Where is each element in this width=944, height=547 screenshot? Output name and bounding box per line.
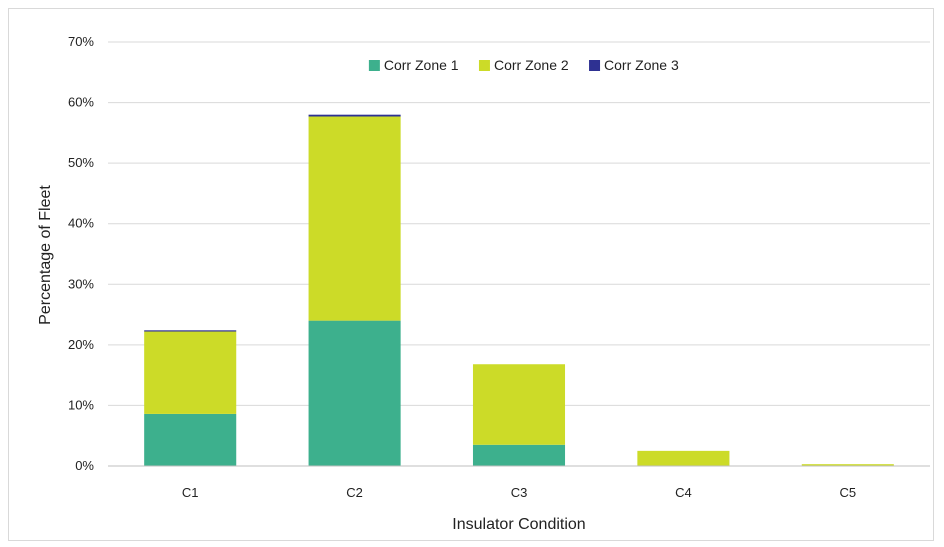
x-tick-label: C2	[346, 485, 363, 500]
legend-label: Corr Zone 2	[494, 57, 569, 73]
bar-c3-series-2	[472, 364, 566, 445]
y-tick-label: 20%	[68, 337, 94, 352]
x-tick-label: C3	[511, 485, 528, 500]
bar-c1-series-1	[144, 413, 237, 466]
bar-c4-series-2	[637, 450, 730, 466]
x-axis-title: Insulator Condition	[452, 516, 585, 533]
y-axis-title: Percentage of Fleet	[37, 185, 54, 325]
y-tick-label: 30%	[68, 276, 94, 291]
x-tick-labels: C1 C2 C3 C4 C5	[182, 485, 856, 500]
legend-label: Corr Zone 1	[384, 57, 459, 73]
bar-c1-series-3	[144, 330, 237, 332]
y-tick-label: 70%	[68, 34, 94, 49]
x-tick-label: C5	[839, 485, 856, 500]
bar-c2-series-2	[308, 116, 401, 321]
y-tick-label: 60%	[68, 95, 94, 110]
y-tick-labels: 0% 10% 20% 30% 40% 50% 60% 70%	[68, 34, 94, 473]
x-tick-label: C4	[675, 485, 692, 500]
bar-c3-series-1	[472, 444, 566, 466]
legend-label: Corr Zone 3	[604, 57, 679, 73]
bar-c2-series-1	[308, 320, 401, 466]
legend-item: Corr Zone 1	[368, 57, 459, 73]
bar-c1-series-2	[144, 331, 237, 414]
legend: Corr Zone 1 Corr Zone 2 Corr Zone 3	[368, 57, 679, 73]
bar-c2-series-3	[308, 114, 401, 117]
legend-item: Corr Zone 3	[589, 57, 679, 73]
x-tick-label: C1	[182, 485, 199, 500]
bar-c5-series-2	[801, 464, 894, 466]
legend-swatch	[368, 60, 380, 71]
y-tick-label: 0%	[75, 458, 94, 473]
bars	[144, 114, 894, 466]
gridlines	[108, 41, 930, 406]
y-tick-label: 10%	[68, 397, 94, 412]
legend-swatch	[589, 60, 601, 71]
y-tick-label: 40%	[68, 216, 94, 231]
legend-item: Corr Zone 2	[478, 57, 569, 73]
legend-swatch	[478, 60, 490, 71]
y-tick-label: 50%	[68, 155, 94, 170]
